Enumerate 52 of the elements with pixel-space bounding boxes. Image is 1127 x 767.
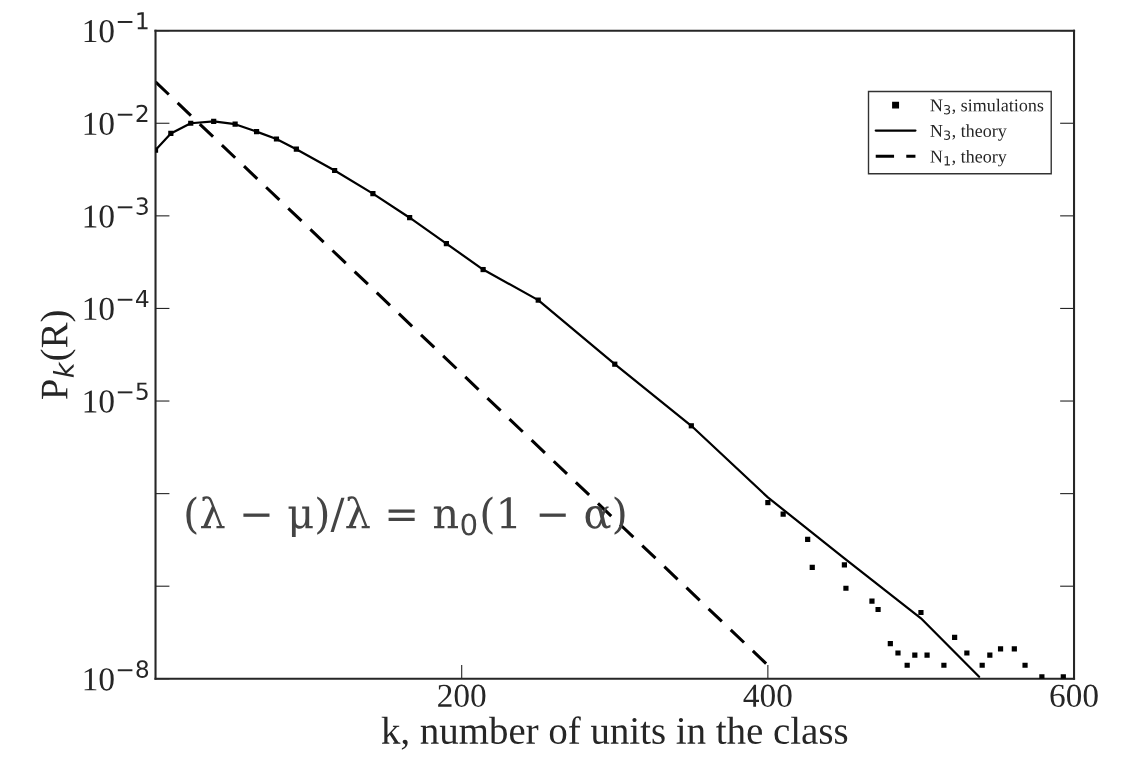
y-tick-label: 10$^{−8}$ [84, 660, 149, 691]
point [407, 215, 413, 221]
point [841, 562, 847, 568]
legend-label: N$_{3}$, simulations [930, 98, 1044, 115]
y-tick-label: 10$^{−2}$ [84, 104, 148, 136]
point [918, 609, 924, 616]
y-tick-label: 10$^{−4}$ [84, 290, 149, 321]
point [480, 266, 486, 273]
point [1011, 646, 1017, 652]
y-tick-label: 10$^{−3}$ [84, 197, 148, 228]
point [809, 564, 815, 570]
point [168, 130, 174, 137]
point [887, 640, 893, 647]
x-tick-label: 600 [1050, 684, 1098, 708]
point [765, 499, 771, 506]
legend-label: N$_{3}$, theory [930, 124, 1007, 141]
point [370, 190, 376, 197]
point [232, 121, 238, 127]
point [895, 650, 901, 656]
point [912, 652, 918, 658]
point [952, 634, 958, 640]
point [979, 662, 985, 668]
x-tick-label: 200 [438, 684, 486, 708]
point [688, 423, 694, 429]
point [253, 128, 260, 135]
point [780, 511, 786, 517]
point [1022, 662, 1028, 668]
legend-label: N$_{1}$, theory [930, 149, 1007, 167]
point [332, 167, 338, 174]
point [941, 662, 947, 668]
point [273, 136, 280, 142]
point [535, 297, 541, 303]
y-tick-label: 10$^{−1}$ [84, 12, 148, 43]
point [188, 120, 194, 126]
point [805, 536, 811, 543]
x-axis-title: k, number of units in the class [381, 716, 848, 750]
point [443, 241, 449, 247]
y-tick-label: 10$^{−5}$ [84, 382, 148, 413]
point [843, 585, 849, 591]
point [211, 118, 217, 124]
x-tick-label: 400 [743, 684, 792, 708]
y-axis-title: P$_{k}$(R) [40, 311, 76, 400]
point [293, 146, 299, 152]
point [904, 662, 910, 668]
point [612, 361, 618, 367]
annotation: (λ − μ)/λ = n$_{0}$(1 − α) [186, 496, 625, 537]
point [924, 652, 930, 658]
point [997, 646, 1004, 652]
point [869, 598, 875, 604]
point [875, 606, 881, 613]
point [987, 652, 993, 658]
point [964, 650, 970, 656]
